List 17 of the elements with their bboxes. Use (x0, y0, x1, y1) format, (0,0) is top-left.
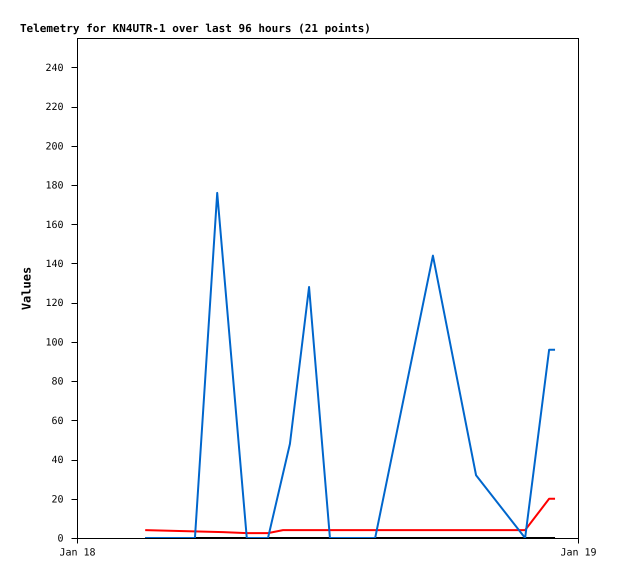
y-tick-label: 160 (45, 220, 64, 231)
y-tick-label: 240 (45, 62, 64, 74)
y-axis-title: Values (19, 266, 34, 310)
y-tick-label: 140 (45, 258, 64, 270)
y-tick-label: 120 (45, 298, 64, 310)
chart-title: Telemetry for KN4UTR-1 over last 96 hours (21 points) (20, 22, 371, 35)
y-tick-label: 40 (51, 455, 64, 466)
y-tick-label: 100 (45, 337, 64, 348)
y-tick-label: 60 (51, 416, 64, 427)
y-tick-label: 0 (57, 534, 64, 544)
y-tick-label: 80 (51, 376, 64, 388)
x-tick-label: Jan 18 (59, 548, 96, 558)
y-tick-label: 200 (45, 141, 64, 152)
y-tick-label: 20 (51, 494, 64, 506)
x-tick-label: Jan 19 (560, 548, 597, 558)
y-tick-label: 180 (45, 180, 64, 192)
y-tick-label: 220 (45, 102, 64, 114)
